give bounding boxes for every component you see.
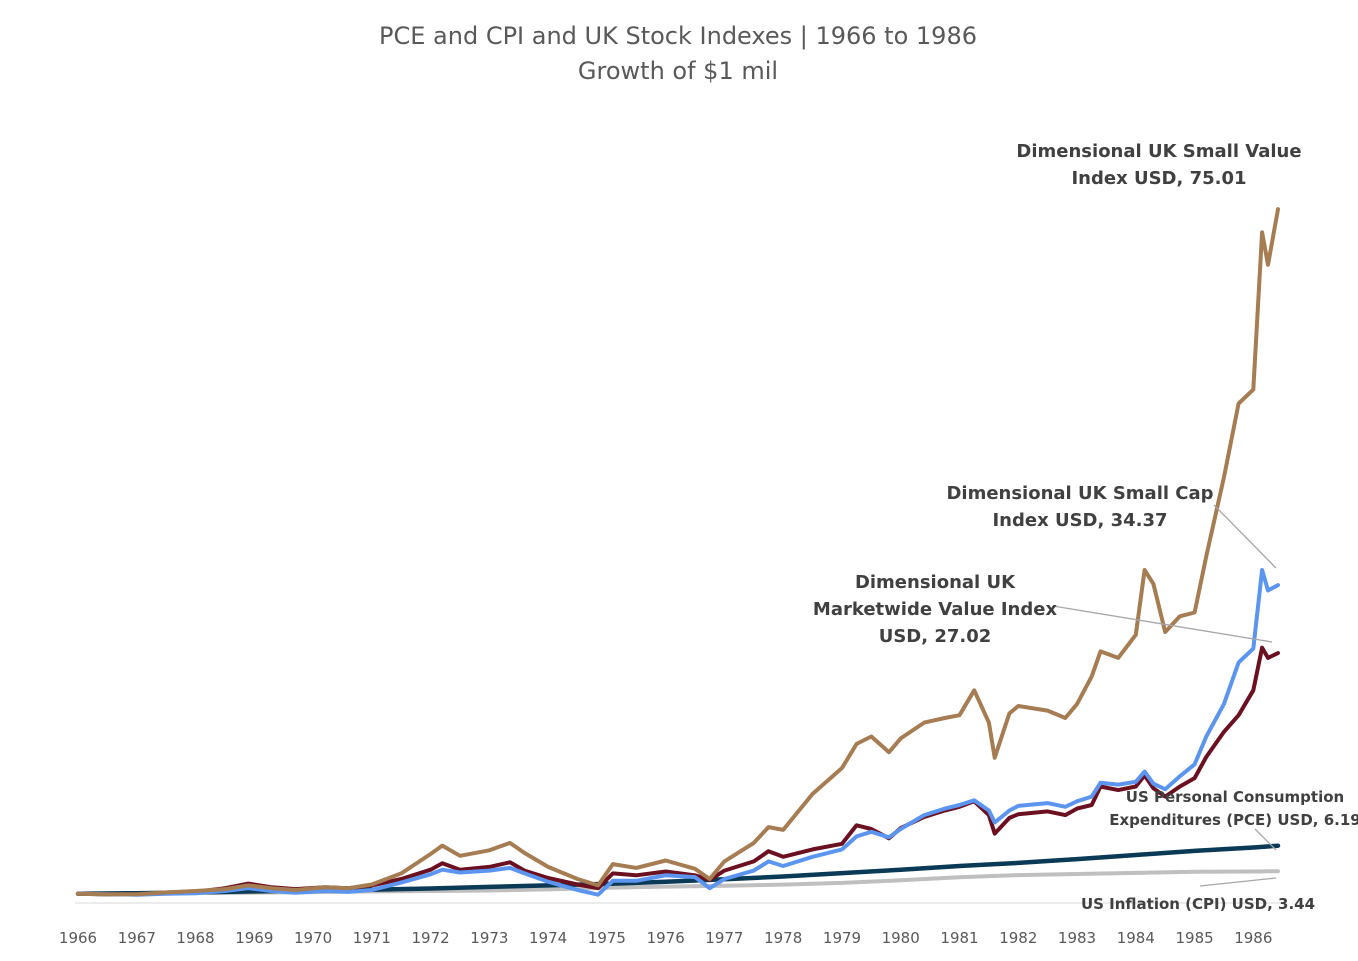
series-line-small-value (76, 207, 1280, 897)
annotation-small-value-line-2: Index USD, 75.01 (1071, 168, 1246, 189)
annotation-small-cap: Dimensional UK Small Cap Index USD, 34.3… (946, 483, 1213, 531)
x-tick-label: 1970 (294, 929, 332, 947)
x-tick-label: 1982 (999, 929, 1037, 947)
x-tick-labels: 1966 1967 1968 1969 1970 1971 1972 1973 1974 1975… (59, 929, 1272, 947)
annotation-cpi: US Inflation (CPI) USD, 3.44 (1081, 895, 1315, 913)
annotation-pce-line-1: US Personal Consumption (1126, 788, 1344, 806)
annotation-marketwide-value-line-2: Marketwide Value Index (813, 599, 1058, 620)
annotation-small-value: Dimensional UK Small Value Index USD, 75… (1016, 141, 1301, 189)
x-tick-label: 1974 (529, 929, 567, 947)
leader-line-cpi (1199, 877, 1277, 887)
x-tick-label: 1969 (235, 929, 273, 947)
x-tick-label: 1983 (1058, 929, 1096, 947)
annotation-small-cap-line-1: Dimensional UK Small Cap (946, 483, 1213, 504)
x-tick-label: 1971 (353, 929, 391, 947)
leader-line-small-cap (1213, 504, 1277, 569)
x-tick-label: 1979 (823, 929, 861, 947)
x-tick-label: 1986 (1234, 929, 1272, 947)
x-tick-label: 1968 (176, 929, 214, 947)
x-tick-label: 1976 (647, 929, 685, 947)
x-tick-label: 1967 (118, 929, 156, 947)
annotation-pce: US Personal Consumption Expenditures (PC… (1109, 788, 1358, 829)
leader-line-marketwide-value (1052, 605, 1273, 643)
leader-line-pce (1254, 828, 1277, 851)
x-tick-label: 1966 (59, 929, 97, 947)
series-layer (75, 207, 1281, 897)
annotation-small-cap-line-2: Index USD, 34.37 (992, 510, 1167, 531)
x-tick-label: 1980 (882, 929, 920, 947)
annotation-marketwide-value-line-1: Dimensional UK (855, 572, 1016, 593)
x-tick-label: 1978 (764, 929, 802, 947)
annotation-small-value-line-1: Dimensional UK Small Value (1016, 141, 1301, 162)
annotation-marketwide-value-line-3: USD, 27.02 (879, 626, 992, 647)
x-tick-label: 1981 (940, 929, 978, 947)
x-tick-label: 1977 (705, 929, 743, 947)
chart-subtitle: Growth of $1 mil (578, 57, 778, 85)
x-tick-label: 1972 (412, 929, 450, 947)
x-tick-label: 1984 (1117, 929, 1155, 947)
x-tick-label: 1985 (1176, 929, 1214, 947)
annotation-cpi-line-1: US Inflation (CPI) USD, 3.44 (1081, 895, 1315, 913)
x-tick-label: 1973 (470, 929, 508, 947)
annotation-marketwide-value: Dimensional UK Marketwide Value Index US… (813, 572, 1058, 647)
chart-title: PCE and CPI and UK Stock Indexes | 1966 … (379, 22, 977, 50)
annotation-pce-line-2: Expenditures (PCE) USD, 6.19 (1109, 811, 1358, 829)
annotation-leaders (1052, 504, 1277, 887)
series-line-small-cap (76, 568, 1280, 897)
x-tick-label: 1975 (588, 929, 626, 947)
